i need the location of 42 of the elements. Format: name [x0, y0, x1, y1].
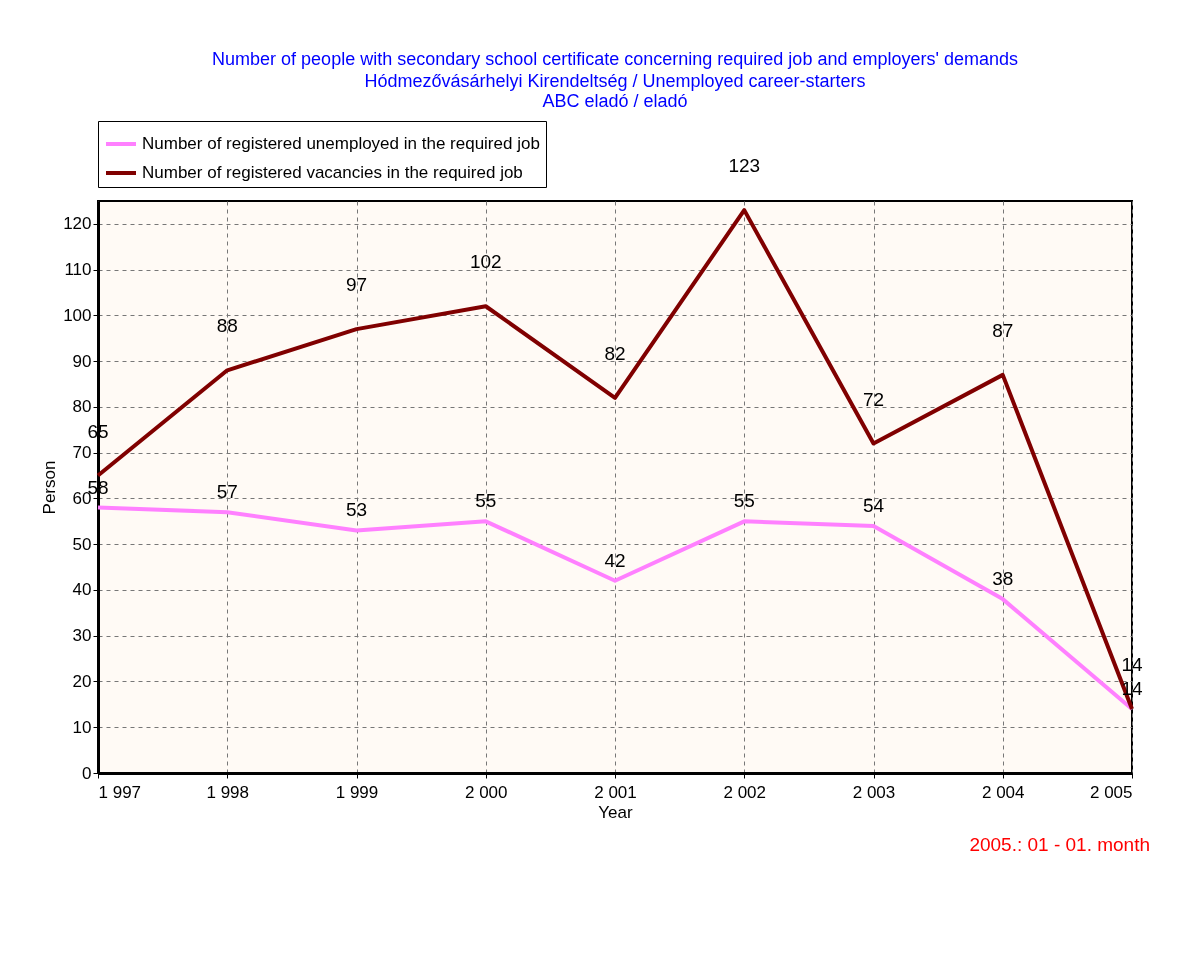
y-tick-label: 80: [72, 397, 92, 417]
data-label: 102: [469, 251, 502, 273]
y-tick-label: 110: [64, 260, 92, 280]
y-tick-label: 120: [63, 214, 92, 234]
y-tick-label: 40: [72, 580, 92, 600]
data-label: 53: [345, 499, 368, 521]
data-label: 55: [733, 490, 755, 512]
y-tick-label: 20: [72, 671, 92, 691]
y-tick-label: 30: [72, 626, 92, 646]
x-tick-label: 2 002: [723, 782, 767, 802]
x-tick-label: 2 003: [852, 782, 896, 802]
data-label: 88: [216, 315, 238, 337]
data-label: 72: [862, 388, 885, 410]
y-tick-label: 90: [72, 351, 92, 371]
y-axis-title: Person: [40, 460, 60, 515]
data-label: 57: [216, 481, 238, 503]
y-tick-label: 0: [82, 763, 92, 783]
x-axis-title: Year: [598, 802, 634, 822]
data-label: 87: [992, 319, 1014, 341]
y-tick-label: 70: [72, 443, 92, 463]
x-tick-label: 1 998: [206, 782, 250, 802]
y-tick-label: 50: [72, 534, 92, 554]
legend-label: Number of registered unemployed in the required job: [142, 134, 540, 153]
x-tick-label: 1 997: [98, 782, 142, 802]
data-label: 38: [992, 568, 1014, 590]
y-tick-label: 100: [63, 305, 92, 325]
x-tick-label: 1 999: [335, 782, 379, 802]
x-tick-label: 2 005: [1089, 782, 1133, 802]
x-tick-label: 2 000: [464, 782, 508, 802]
data-label: 55: [475, 490, 497, 512]
data-label: 97: [345, 274, 368, 296]
x-tick-label: 2 004: [981, 782, 1025, 802]
y-tick-label: 10: [72, 717, 92, 737]
chart-title: Number of people with secondary school certificate concerning required job and employers' demands: [212, 48, 1018, 69]
data-label: 54: [862, 494, 885, 516]
legend-label: Number of registered vacancies in the required job: [142, 163, 523, 182]
data-label: 82: [604, 342, 626, 364]
text: 2005.: 01 - 01. month: [0, 834, 1150, 856]
chart-subtitle: Hódmezővásárhelyi Kirendeltség / Unemployed career-starters ABC eladó / eladó: [364, 70, 866, 111]
data-label: 42: [604, 549, 626, 571]
x-tick-label: 2 001: [594, 782, 637, 802]
data-label: 123: [728, 155, 761, 177]
